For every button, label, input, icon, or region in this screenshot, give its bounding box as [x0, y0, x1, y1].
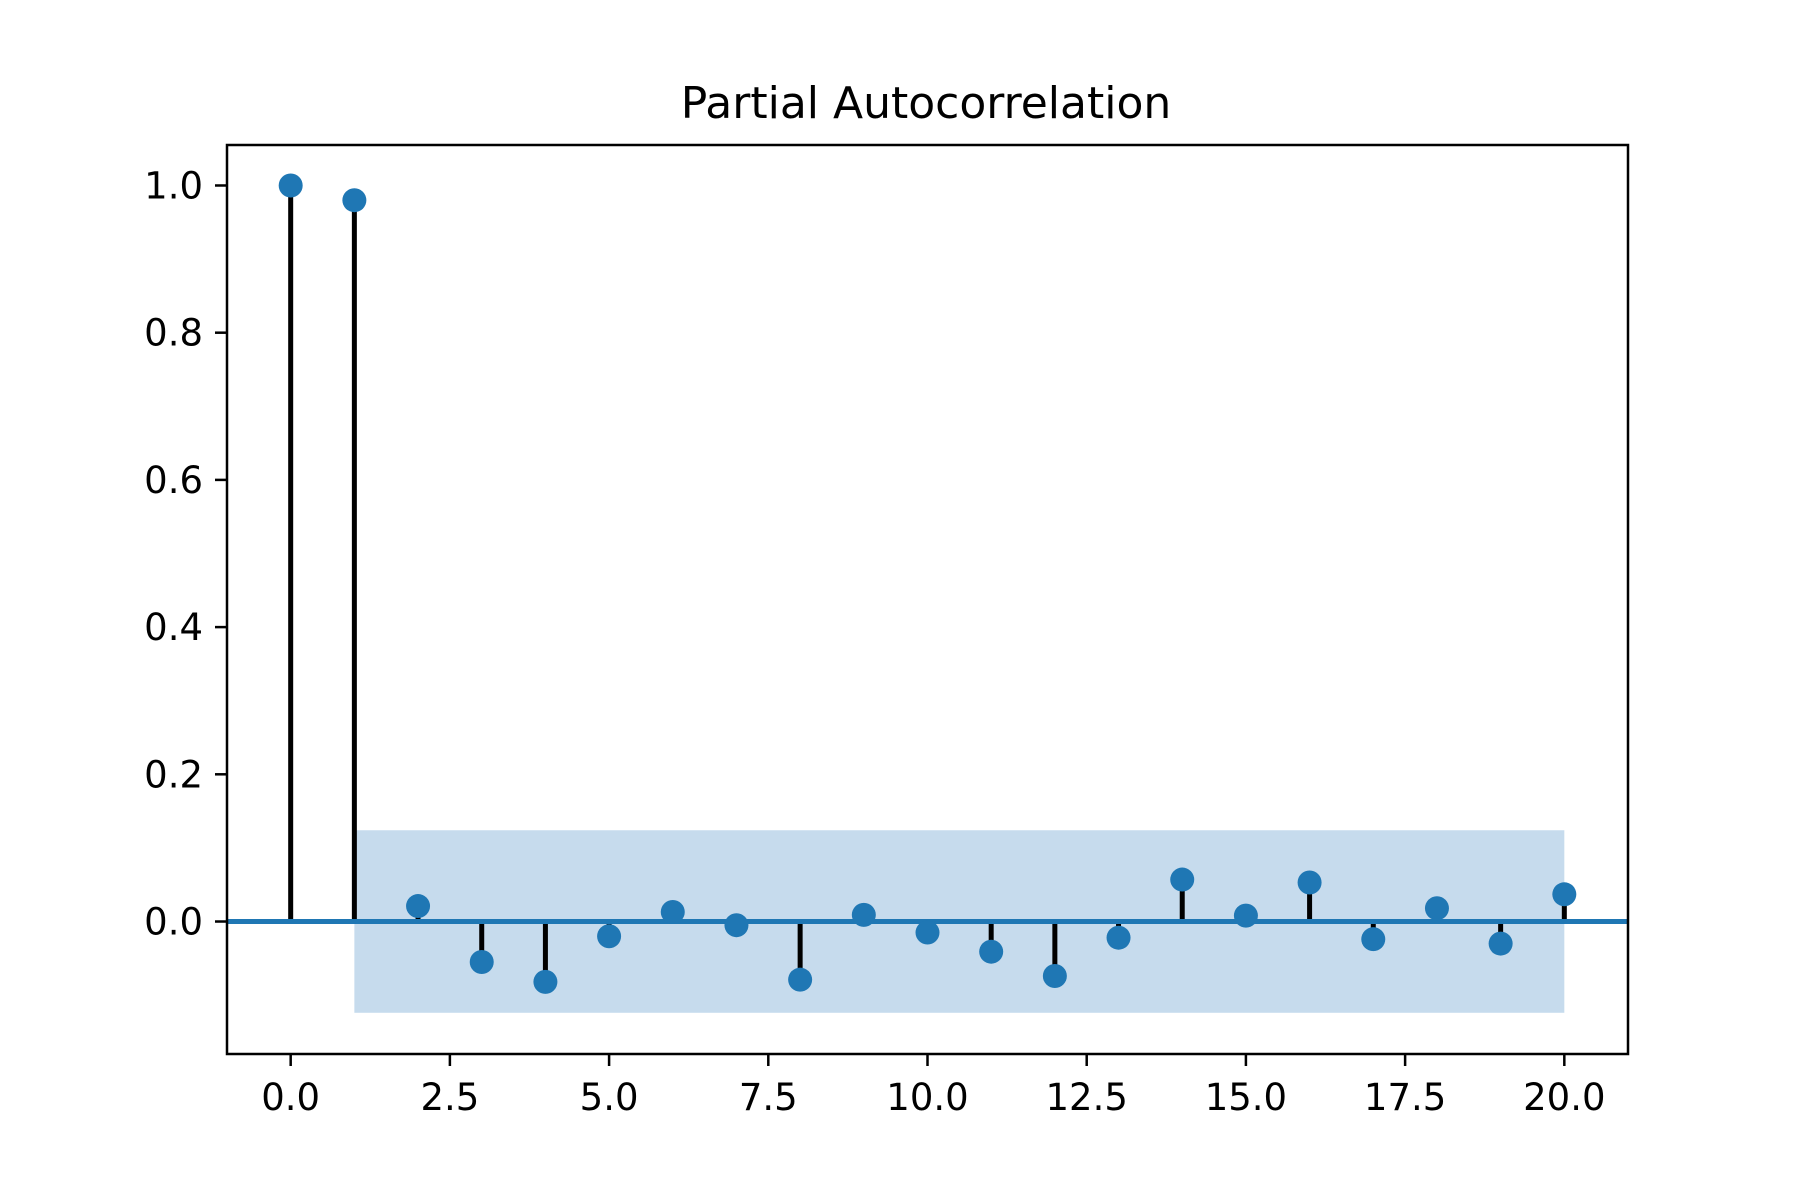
marker-layer — [278, 173, 1577, 994]
marker-lag-5 — [597, 924, 622, 949]
marker-lag-15 — [1233, 903, 1258, 928]
marker-lag-18 — [1424, 896, 1449, 921]
x-tick-label: 12.5 — [1046, 1076, 1128, 1119]
marker-lag-6 — [660, 899, 685, 924]
marker-lag-1 — [342, 188, 367, 213]
marker-lag-9 — [851, 902, 876, 927]
y-tick-label: 1.0 — [144, 164, 203, 207]
marker-lag-10 — [915, 920, 940, 945]
x-tick-label: 10.0 — [886, 1076, 968, 1119]
marker-lag-19 — [1488, 931, 1513, 956]
marker-lag-3 — [469, 949, 494, 974]
y-tick-label: 0.4 — [144, 606, 203, 649]
marker-lag-12 — [1042, 963, 1067, 988]
x-tick-label: 0.0 — [261, 1076, 320, 1119]
marker-lag-16 — [1297, 870, 1322, 895]
y-tick-label: 0.6 — [144, 459, 203, 502]
marker-lag-13 — [1106, 925, 1131, 950]
y-tick-label: 0.0 — [144, 901, 203, 944]
x-tick-label: 7.5 — [739, 1076, 798, 1119]
y-tick-label: 0.8 — [144, 312, 203, 355]
marker-lag-4 — [533, 969, 558, 994]
marker-lag-0 — [278, 173, 303, 198]
marker-lag-8 — [788, 967, 813, 992]
x-tick-label: 2.5 — [420, 1076, 479, 1119]
marker-lag-11 — [979, 939, 1004, 964]
x-tick-label: 17.5 — [1364, 1076, 1446, 1119]
marker-lag-2 — [406, 894, 431, 919]
chart-title: Partial Autocorrelation — [681, 78, 1172, 129]
y-tick-label: 0.2 — [144, 753, 203, 796]
axis-layer: 0.0 2.5 5.0 7.5 10.0 12.5 15.0 17.5 20.0 0.0 0.2 0.… — [144, 143, 1630, 1119]
marker-lag-17 — [1361, 927, 1386, 952]
marker-lag-14 — [1170, 867, 1195, 892]
x-tick-label: 5.0 — [580, 1076, 639, 1119]
x-tick-label: 15.0 — [1205, 1076, 1287, 1119]
x-tick-label: 20.0 — [1523, 1076, 1605, 1119]
marker-lag-20 — [1552, 882, 1577, 907]
marker-lag-7 — [724, 913, 749, 938]
